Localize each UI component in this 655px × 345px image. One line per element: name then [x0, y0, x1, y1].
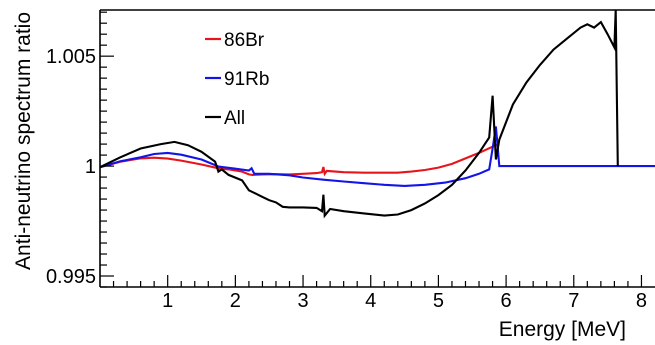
- tick-layer: 1 2 3 4 5 6 7 8 0.995 1 1.005: [46, 11, 647, 312]
- y-tick-label: 1.005: [46, 46, 96, 68]
- series-layer: [100, 10, 655, 219]
- x-tick-label: 6: [501, 290, 512, 312]
- series-line-91rb: [100, 126, 655, 187]
- series-line-all: [100, 10, 619, 219]
- y-axis-title: Anti-neutrino spectrum ratio: [12, 12, 35, 270]
- legend: 86Br 91Rb All: [205, 30, 269, 129]
- y-tick-label: 1: [85, 156, 96, 178]
- y-tick-label: 0.995: [46, 266, 96, 288]
- x-tick-label: 3: [297, 290, 308, 312]
- x-tick-label: 8: [636, 290, 647, 312]
- x-axis-title: Energy [MeV]: [499, 318, 626, 341]
- legend-label-all: All: [224, 108, 245, 129]
- x-tick-label: 4: [365, 290, 376, 312]
- axes-layer: [99, 9, 655, 288]
- x-tick-label: 5: [433, 290, 444, 312]
- series-line-86br: [100, 142, 500, 177]
- x-tick-label: 2: [230, 290, 241, 312]
- x-tick-label: 7: [568, 290, 579, 312]
- legend-label-86br: 86Br: [224, 30, 265, 51]
- legend-label-91rb: 91Rb: [224, 69, 269, 90]
- x-tick-label: 1: [162, 290, 173, 312]
